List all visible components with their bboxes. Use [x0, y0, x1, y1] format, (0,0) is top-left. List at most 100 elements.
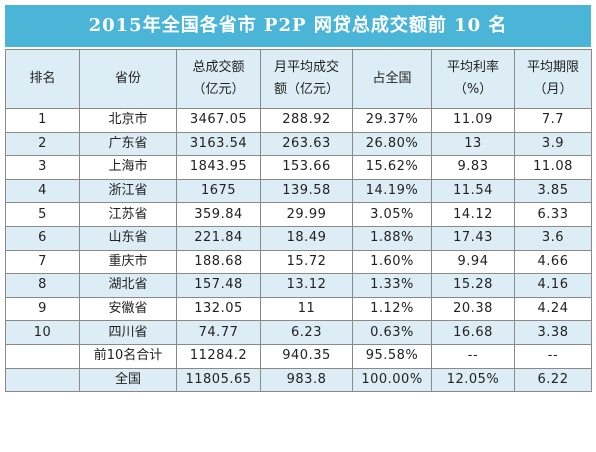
term-cell: 3.6 [514, 225, 592, 251]
total-cell: 221.84 [176, 225, 261, 251]
rate-cell: -- [431, 343, 515, 369]
monthly-cell: 29.99 [260, 202, 353, 227]
share-cell: 95.58% [352, 343, 432, 369]
table-row: 10 四川省 74.77 6.23 0.63% 16.68 3.38 [5, 320, 592, 345]
header-rank: 排名 [5, 49, 80, 109]
total-cell: 11805.65 [176, 367, 261, 393]
total-cell: 11284.2 [176, 343, 261, 369]
header-rate: 平均利率 （%） [431, 49, 515, 109]
term-cell: 11.08 [514, 155, 592, 180]
share-cell: 0.63% [352, 320, 432, 345]
rank-cell: 7 [5, 249, 80, 275]
rank-cell: 6 [5, 225, 80, 251]
share-cell: 29.37% [352, 108, 432, 133]
rate-cell: 13 [431, 131, 515, 157]
rank-cell: 9 [5, 296, 80, 322]
monthly-cell: 288.92 [260, 108, 353, 133]
total-cell: 132.05 [176, 296, 261, 322]
table-row: 6 山东省 221.84 18.49 1.88% 17.43 3.6 [5, 225, 592, 251]
total-cell: 3163.54 [176, 131, 261, 157]
rate-cell: 16.68 [431, 320, 515, 345]
rate-cell: 11.09 [431, 108, 515, 133]
rank-cell [5, 367, 80, 393]
province-cell: 广东省 [79, 131, 177, 157]
rank-cell: 4 [5, 178, 80, 204]
total-cell: 1843.95 [176, 155, 261, 180]
monthly-cell: 18.49 [260, 225, 353, 251]
term-cell: 4.66 [514, 249, 592, 275]
table-row: 2 广东省 3163.54 263.63 26.80% 13 3.9 [5, 131, 592, 157]
header-province: 省份 [79, 49, 177, 109]
table-title: 2015年全国各省市 P2P 网贷总成交额前 10 名 [5, 5, 591, 47]
share-cell: 100.00% [352, 367, 432, 393]
province-cell: 前10名合计 [79, 343, 177, 369]
rate-cell: 14.12 [431, 202, 515, 227]
monthly-cell: 983.8 [260, 367, 353, 393]
share-cell: 1.12% [352, 296, 432, 322]
province-cell: 上海市 [79, 155, 177, 180]
monthly-cell: 11 [260, 296, 353, 322]
total-cell: 157.48 [176, 273, 261, 298]
table-row: 9 安徽省 132.05 11 1.12% 20.38 4.24 [5, 296, 592, 322]
total-cell: 359.84 [176, 202, 261, 227]
monthly-cell: 15.72 [260, 249, 353, 275]
monthly-cell: 139.58 [260, 178, 353, 204]
term-cell: 4.16 [514, 273, 592, 298]
province-cell: 山东省 [79, 225, 177, 251]
rank-cell: 8 [5, 273, 80, 298]
total-cell: 188.68 [176, 249, 261, 275]
rate-cell: 9.94 [431, 249, 515, 275]
table-row: 前10名合计 11284.2 940.35 95.58% -- -- [5, 343, 592, 369]
table-row: 7 重庆市 188.68 15.72 1.60% 9.94 4.66 [5, 249, 592, 275]
monthly-cell: 153.66 [260, 155, 353, 180]
share-cell: 15.62% [352, 155, 432, 180]
province-cell: 浙江省 [79, 178, 177, 204]
rank-cell [5, 343, 80, 369]
rank-cell: 10 [5, 320, 80, 345]
monthly-cell: 13.12 [260, 273, 353, 298]
rank-cell: 5 [5, 202, 80, 227]
province-cell: 重庆市 [79, 249, 177, 275]
monthly-cell: 6.23 [260, 320, 353, 345]
term-cell: 3.9 [514, 131, 592, 157]
term-cell: 3.85 [514, 178, 592, 204]
total-cell: 3467.05 [176, 108, 261, 133]
term-cell: 6.33 [514, 202, 592, 227]
share-cell: 1.60% [352, 249, 432, 275]
share-cell: 1.33% [352, 273, 432, 298]
rank-cell: 3 [5, 155, 80, 180]
province-cell: 江苏省 [79, 202, 177, 227]
term-cell: 4.24 [514, 296, 592, 322]
share-cell: 3.05% [352, 202, 432, 227]
term-cell: 7.7 [514, 108, 592, 133]
rate-cell: 9.83 [431, 155, 515, 180]
rank-cell: 2 [5, 131, 80, 157]
province-cell: 北京市 [79, 108, 177, 133]
header-share: 占全国 [352, 49, 432, 109]
rate-cell: 20.38 [431, 296, 515, 322]
share-cell: 26.80% [352, 131, 432, 157]
total-cell: 74.77 [176, 320, 261, 345]
header-monthly: 月平均成交 额（亿元） [260, 49, 353, 109]
province-cell: 湖北省 [79, 273, 177, 298]
data-table: 排名 省份 总成交额 （亿元） 月平均成交 额（亿元） 占全国 平均利率 （%） 平均… [5, 49, 592, 393]
province-cell: 四川省 [79, 320, 177, 345]
table-row: 1 北京市 3467.05 288.92 29.37% 11.09 7.7 [5, 108, 592, 133]
rate-cell: 12.05% [431, 367, 515, 393]
term-cell: 6.22 [514, 367, 592, 393]
rate-cell: 11.54 [431, 178, 515, 204]
province-cell: 安徽省 [79, 296, 177, 322]
header-total: 总成交额 （亿元） [176, 49, 261, 109]
table-row: 全国 11805.65 983.8 100.00% 12.05% 6.22 [5, 367, 592, 393]
table-row: 4 浙江省 1675 139.58 14.19% 11.54 3.85 [5, 178, 592, 204]
header-term: 平均期限 （月） [514, 49, 592, 109]
monthly-cell: 940.35 [260, 343, 353, 369]
total-cell: 1675 [176, 178, 261, 204]
term-cell: -- [514, 343, 592, 369]
header-row: 排名 省份 总成交额 （亿元） 月平均成交 额（亿元） 占全国 平均利率 （%） 平均… [5, 49, 592, 109]
table-row: 5 江苏省 359.84 29.99 3.05% 14.12 6.33 [5, 202, 592, 227]
table-row: 3 上海市 1843.95 153.66 15.62% 9.83 11.08 [5, 155, 592, 180]
rate-cell: 15.28 [431, 273, 515, 298]
share-cell: 1.88% [352, 225, 432, 251]
table-document: 2015年全国各省市 P2P 网贷总成交额前 10 名 排名 省份 总成交额 （亿… [5, 5, 592, 447]
